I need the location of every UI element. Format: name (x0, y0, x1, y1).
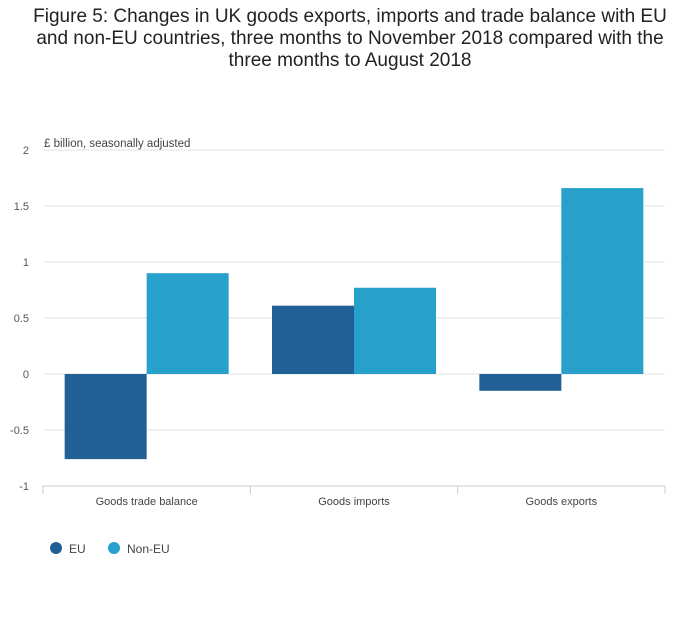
y-tick-label: 1 (23, 257, 29, 269)
y-tick-label: -0.5 (10, 425, 29, 437)
y-tick-label: -1 (19, 481, 29, 493)
bar-non-eu-1 (146, 273, 229, 374)
bar-eu-1 (64, 374, 147, 460)
y-tick-label: 0 (23, 369, 29, 381)
x-tick-label: Goods exports (526, 496, 598, 508)
y-tick-label: 1.5 (14, 201, 29, 213)
legend-label: Non-EU (127, 542, 170, 556)
unit-label: £ billion, seasonally adjusted (44, 138, 190, 150)
x-tick-label: Goods imports (318, 496, 390, 508)
x-tick-label: Goods trade balance (96, 496, 198, 508)
y-axis: 2 1.5 1 0.5 0 -0.5 -1 (10, 145, 29, 493)
bar-non-eu-2 (354, 287, 436, 374)
bar-eu-2 (272, 305, 354, 374)
legend-swatch (50, 542, 62, 554)
bar-non-eu-3 (561, 188, 644, 374)
bar-eu-3 (479, 374, 562, 391)
legend-label: EU (69, 542, 86, 556)
chart-title: Figure 5: Changes in UK goods exports, i… (33, 6, 667, 71)
y-tick-label: 2 (23, 145, 29, 157)
legend: EU Non-EU (50, 542, 170, 556)
bars (64, 188, 644, 460)
y-tick-label: 0.5 (14, 313, 29, 325)
legend-swatch (108, 542, 120, 554)
x-axis: Goods trade balance Goods imports Goods ex… (42, 485, 666, 508)
